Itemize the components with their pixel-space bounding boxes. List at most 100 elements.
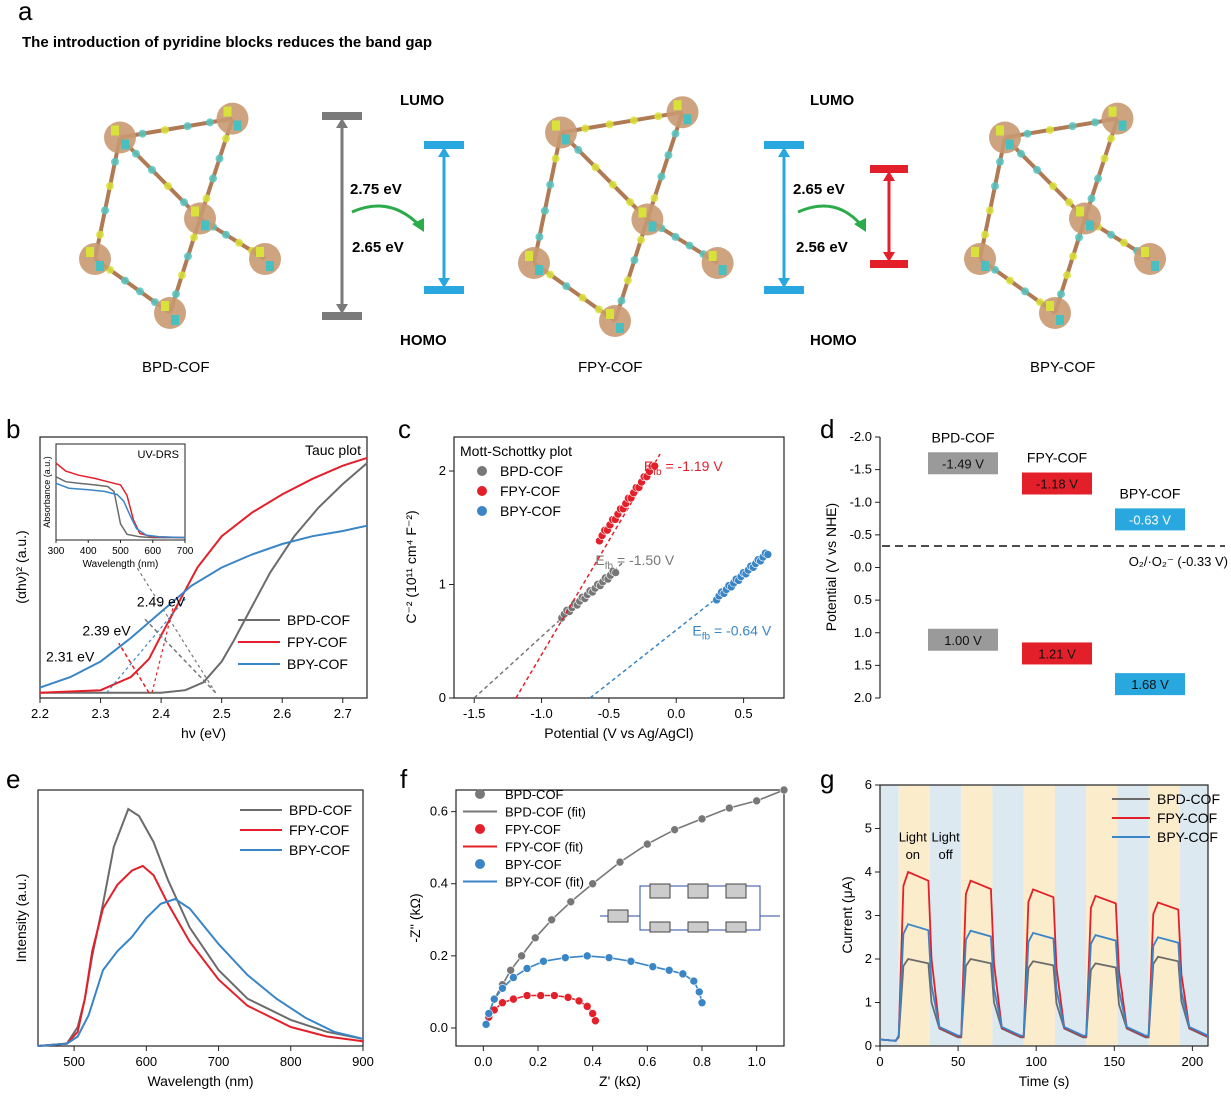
ms-point-FPY-COF xyxy=(650,461,659,471)
eis-point-BPY-COF xyxy=(509,973,518,982)
eis-point-BPD-COF xyxy=(517,951,526,961)
chart-d-cb-label: -1.18 V xyxy=(1036,477,1078,492)
inset-xtick-label: 300 xyxy=(48,546,65,557)
chart-d-cb-bar xyxy=(928,452,998,475)
chart-c-legend-label: FPY-COF xyxy=(500,483,560,499)
orbital-lobe xyxy=(1063,271,1071,280)
orbital-lobe-yellow xyxy=(638,207,647,218)
orbital-lobe-yellow xyxy=(525,251,533,261)
light-on-band xyxy=(961,785,993,1046)
framework-node xyxy=(964,243,996,275)
inset-title: UV-DRS xyxy=(137,449,179,461)
chart-d-vb-label: 1.68 V xyxy=(1131,677,1169,692)
orbital-lobe xyxy=(540,206,549,215)
framework-node xyxy=(989,121,1021,154)
orbital-lobe xyxy=(578,293,587,302)
chart-f-frame xyxy=(455,789,785,1047)
eis-point-FPY-COF xyxy=(498,998,507,1008)
ms-fb-label-BPY-COF: Efb = -0.64 V xyxy=(692,623,771,643)
orbital-lobe xyxy=(986,206,994,215)
eis-point-FPY-COF xyxy=(522,991,532,1000)
eis-point-FPY-COF xyxy=(550,991,559,1000)
orbital-lobe xyxy=(1023,129,1032,138)
orbital-lobe-cyan xyxy=(562,134,570,145)
green-arrow-left xyxy=(351,204,422,228)
eis-point-BPY-COF xyxy=(484,1009,494,1018)
structure-name-fpy: FPY-COF xyxy=(578,359,642,376)
orbital-lobe xyxy=(1046,125,1054,134)
eis-point-FPY-COF xyxy=(536,991,546,1000)
tauc-band-gap-label: 2.31 eV xyxy=(46,648,95,664)
bpd-lumo-bar xyxy=(322,112,362,120)
chart-d-series-name: BPD-COF xyxy=(932,429,995,445)
eis-point-BPD-COF xyxy=(547,915,556,925)
orbital-lobe xyxy=(574,145,583,154)
framework-node xyxy=(545,116,577,149)
orbital-lobe-cyan xyxy=(616,323,624,333)
tauc-band-gap-label: 2.39 eV xyxy=(82,622,131,638)
orbital-lobe xyxy=(1057,290,1065,299)
circuit-capacitor xyxy=(725,883,747,899)
eis-point-FPY-COF xyxy=(574,996,584,1006)
orbital-lobe-yellow xyxy=(552,120,560,131)
inset-line-BPD-COF xyxy=(55,476,185,539)
photocurrent-line-BPY-COF xyxy=(879,923,1209,1042)
light-on-label-1: Light xyxy=(899,830,928,845)
orbital-lobe-yellow xyxy=(708,251,717,261)
structure-name-bpy: BPY-COF xyxy=(1030,359,1095,376)
chart-e-xtick-label: 800 xyxy=(280,1054,302,1069)
framework-node xyxy=(1039,297,1071,329)
chart-g-xtick-label: 100 xyxy=(1025,1054,1047,1069)
eis-point-BPY-COF xyxy=(522,964,532,973)
ms-point-BPY-COF xyxy=(763,550,773,559)
orbital-lobe xyxy=(178,271,186,280)
eis-point-BPD-COF xyxy=(697,814,707,824)
eis-point-FPY-COF xyxy=(588,1009,597,1018)
chart-b-title: Tauc plot xyxy=(305,442,361,458)
ms-point-BPD-COF xyxy=(611,568,620,577)
chart-g-xtick-label: 200 xyxy=(1182,1054,1204,1069)
chart-d-reference-label: O₂/·O₂⁻ (-0.33 V) xyxy=(1129,554,1228,569)
gap-label-bpd: 2.75 eV xyxy=(350,181,402,198)
chart-f-ytick-label: 0.6 xyxy=(430,804,448,819)
eis-point-BPY-COF xyxy=(498,984,507,993)
light-off-band xyxy=(929,785,962,1046)
chart-d-ytick-label: 0.5 xyxy=(854,592,872,607)
eis-point-BPY-COF xyxy=(582,951,592,961)
fpy-homo-bar-right xyxy=(764,286,804,294)
panel-letter-a: a xyxy=(18,0,33,26)
framework-node xyxy=(518,247,550,279)
orbital-lobe xyxy=(981,230,989,239)
inset-xtick-label: 700 xyxy=(177,546,194,557)
chart-f-xtick-label: 0.6 xyxy=(638,1054,656,1069)
chart-e-xtick-label: 700 xyxy=(208,1054,230,1069)
chart-f-legend-marker xyxy=(475,789,485,799)
chart-d-ytick-label: 0.0 xyxy=(854,560,872,575)
orbital-lobe xyxy=(535,232,544,241)
chart-d-vb-label: 1.00 V xyxy=(944,633,982,648)
orbital-lobe xyxy=(608,180,617,189)
orbital-lobe xyxy=(636,235,645,244)
pl-line-FPY-COF xyxy=(37,864,364,1047)
chart-f-xtick-label: 0.2 xyxy=(529,1054,547,1069)
fpy-arrow-head-up-left xyxy=(438,147,450,157)
ms-fit-line-FPY-COF xyxy=(515,453,661,699)
orbital-lobe-cyan xyxy=(648,221,657,232)
panel-a: a The introduction of pyridine blocks re… xyxy=(18,0,1166,376)
panel-letter-e: e xyxy=(6,764,20,794)
orbital-lobe xyxy=(1107,134,1115,143)
chart-c-ytick-label: 1 xyxy=(439,577,446,592)
framework-linker xyxy=(560,110,683,135)
chart-c-xtick-label: -1.0 xyxy=(530,706,552,721)
eis-point-FPY-COF xyxy=(582,1002,592,1011)
orbital-lobe-cyan xyxy=(266,261,274,271)
chart-d-ytick-label: 1.5 xyxy=(854,657,872,672)
orbital-lobe xyxy=(106,182,114,191)
chart-e-legend-label: BPD-COF xyxy=(289,802,352,818)
framework-node xyxy=(216,102,249,135)
orbital-lobe xyxy=(121,276,129,285)
orbital-lobe xyxy=(161,125,169,134)
chart-d-cb-bar xyxy=(1115,508,1185,531)
circuit-capacitor xyxy=(649,883,671,899)
chart-g-xlabel: Time (s) xyxy=(1019,1073,1070,1089)
